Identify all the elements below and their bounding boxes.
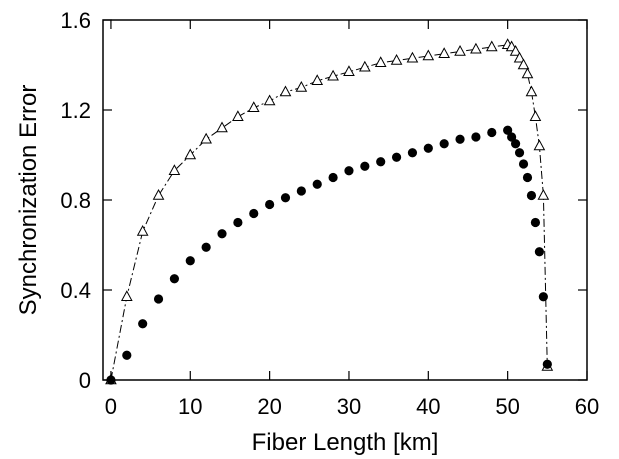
circle-marker xyxy=(376,157,386,167)
triangle-marker xyxy=(470,42,482,54)
y-tick-label: 1.6 xyxy=(60,8,91,33)
triangle-marker xyxy=(390,53,403,65)
triangle-marker xyxy=(358,60,371,72)
triangle-marker xyxy=(521,67,534,79)
circle-marker xyxy=(439,139,449,149)
circle-marker xyxy=(169,274,180,284)
circle-marker xyxy=(328,172,338,183)
circle-marker xyxy=(153,294,164,304)
circle-marker xyxy=(487,127,497,138)
circle-marker xyxy=(471,132,481,142)
circle-marker xyxy=(296,186,306,196)
triangle-marker xyxy=(200,132,212,144)
x-tick-label: 40 xyxy=(416,394,440,419)
triangle-marker xyxy=(343,65,355,76)
circle-marker xyxy=(201,242,211,252)
triangle-marker xyxy=(537,188,550,200)
x-axis-title: Fiber Length [km] xyxy=(252,429,439,456)
circle-marker xyxy=(280,193,291,203)
circle-marker xyxy=(407,148,418,158)
circle-marker xyxy=(423,143,433,153)
triangle-marker xyxy=(529,110,542,121)
circle-marker xyxy=(233,217,243,228)
circle-marker xyxy=(526,190,537,201)
circle-marker xyxy=(507,132,517,142)
triangle-marker xyxy=(509,44,522,56)
circle-marker xyxy=(510,139,521,149)
triangle-marker xyxy=(485,40,498,52)
triangle-marker xyxy=(263,94,276,106)
circle-marker xyxy=(542,359,552,369)
tick-labels: 0 10 20 30 40 50 60 0 0.4 0.8 1.2 1.6 xyxy=(60,8,599,419)
circle-marker xyxy=(217,229,227,239)
x-tick-label: 20 xyxy=(257,394,281,419)
triangle-marker xyxy=(216,121,228,133)
triangle-marker xyxy=(327,69,339,81)
axis-ticks xyxy=(103,19,588,381)
circle-marker xyxy=(249,208,259,219)
triangle-marker xyxy=(438,47,451,58)
series-markers xyxy=(105,38,554,385)
circle-marker xyxy=(518,159,529,169)
triangle-marker xyxy=(152,188,165,200)
triangle-marker xyxy=(513,51,526,63)
triangle-marker xyxy=(232,110,244,121)
triangle-marker xyxy=(136,224,149,236)
circle-marker xyxy=(138,319,148,329)
circle-marker xyxy=(312,179,322,189)
triangle-marker xyxy=(422,49,435,61)
x-tick-label: 0 xyxy=(105,394,117,419)
x-tick-label: 30 xyxy=(337,394,361,419)
triangle-marker xyxy=(279,85,292,97)
y-tick-label: 0.8 xyxy=(60,188,91,213)
triangle-marker xyxy=(374,56,387,67)
triangle-marker xyxy=(525,85,538,97)
circle-marker xyxy=(455,134,465,144)
triangle-marker xyxy=(454,44,466,56)
triangle-marker xyxy=(517,58,530,70)
x-tick-label: 60 xyxy=(575,394,599,419)
circle-marker xyxy=(122,350,132,360)
series-lines xyxy=(110,44,548,381)
triangle-marker xyxy=(247,101,260,112)
triangle-marker xyxy=(120,290,133,301)
circle-marker xyxy=(106,375,116,385)
circle-marker xyxy=(265,199,275,210)
circle-marker xyxy=(185,256,195,266)
triangle-marker xyxy=(168,164,181,175)
circle-marker xyxy=(534,247,544,257)
triangle-marker xyxy=(406,51,419,63)
circle-marker xyxy=(503,125,513,135)
circle-marker xyxy=(522,172,533,183)
triangle-marker xyxy=(311,74,324,85)
circle-marker xyxy=(344,166,354,176)
circle-marker xyxy=(391,152,402,162)
x-tick-label: 10 xyxy=(178,394,202,419)
x-tick-label: 50 xyxy=(495,394,519,419)
series-0-line xyxy=(110,44,548,381)
y-tick-label: 1.2 xyxy=(60,98,91,123)
triangle-marker xyxy=(533,139,546,151)
y-tick-label: 0.4 xyxy=(60,278,91,303)
circle-marker xyxy=(360,161,370,171)
circle-marker xyxy=(538,292,548,302)
triangle-marker xyxy=(295,80,308,92)
y-axis-title: Synchronization Error xyxy=(15,85,42,316)
y-tick-label: 0 xyxy=(79,368,91,393)
triangle-marker xyxy=(184,148,197,160)
circle-marker xyxy=(530,217,541,228)
circle-marker xyxy=(514,148,525,158)
